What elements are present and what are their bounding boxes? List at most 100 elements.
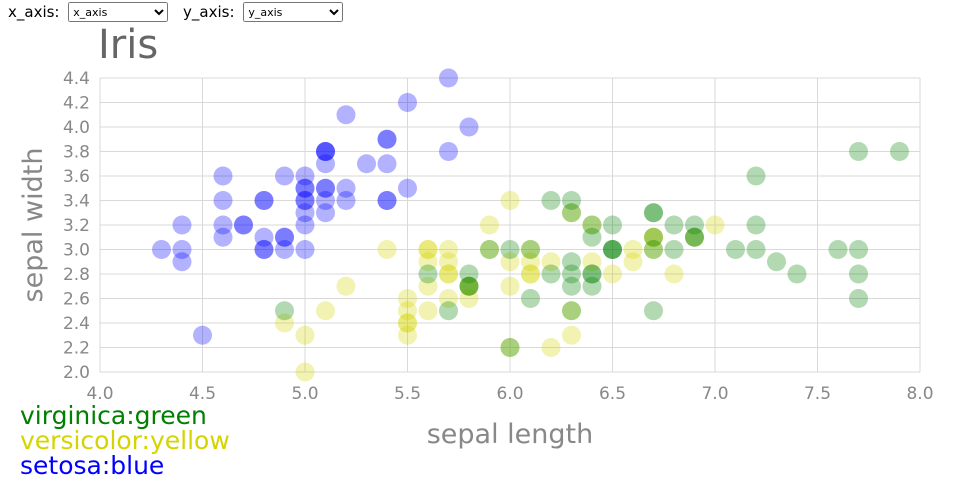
point-virginica xyxy=(603,240,622,259)
x-axis-label: x_axis: xyxy=(8,2,60,21)
point-virginica xyxy=(644,301,663,321)
point-setosa xyxy=(336,105,356,125)
x-axis-title: sepal length xyxy=(427,419,594,450)
x-axis-select[interactable]: x_axis xyxy=(68,2,169,22)
point-setosa xyxy=(213,191,233,210)
point-versicolor xyxy=(541,252,561,272)
point-versicolor xyxy=(521,264,540,284)
point-versicolor xyxy=(521,252,540,272)
y-tick-label: 3.4 xyxy=(63,192,90,212)
legend-item-versicolor: versicolor:yellow xyxy=(20,426,230,455)
point-setosa xyxy=(377,191,397,210)
point-versicolor xyxy=(295,362,315,382)
point-versicolor xyxy=(623,252,643,272)
x-tick-label: 4.0 xyxy=(86,384,113,404)
y-axis-select[interactable]: y_axis xyxy=(243,2,344,22)
point-versicolor xyxy=(398,325,417,345)
point-versicolor xyxy=(582,252,602,272)
point-virginica xyxy=(459,264,479,284)
point-virginica xyxy=(562,301,581,321)
point-versicolor xyxy=(398,313,417,333)
chart-title: Iris xyxy=(98,22,158,68)
point-virginica xyxy=(541,264,561,284)
grid-lines xyxy=(99,77,921,373)
point-virginica xyxy=(746,166,766,186)
point-virginica xyxy=(582,264,602,284)
point-virginica xyxy=(562,252,581,272)
point-versicolor xyxy=(664,264,684,284)
point-versicolor xyxy=(377,240,397,259)
point-virginica xyxy=(275,301,294,321)
x-tick-label: 5.5 xyxy=(394,384,421,404)
point-versicolor xyxy=(644,240,663,259)
point-virginica xyxy=(500,338,520,357)
point-virginica xyxy=(562,276,581,296)
y-tick-label: 2.2 xyxy=(63,339,90,359)
point-setosa xyxy=(377,129,397,149)
point-virginica xyxy=(562,264,581,284)
point-versicolor xyxy=(275,313,294,333)
point-setosa xyxy=(254,191,274,210)
point-virginica xyxy=(685,227,704,247)
point-versicolor xyxy=(418,301,438,321)
point-setosa xyxy=(316,178,335,198)
point-virginica xyxy=(603,215,622,235)
point-setosa xyxy=(377,191,397,210)
point-versicolor xyxy=(439,264,458,284)
point-versicolor xyxy=(562,325,581,345)
point-virginica xyxy=(521,240,540,259)
point-setosa xyxy=(377,154,397,174)
point-setosa xyxy=(172,215,192,235)
x-tick-label: 5.0 xyxy=(291,384,318,404)
point-setosa xyxy=(295,178,315,198)
point-virginica xyxy=(562,203,581,223)
y-tick-label: 2.0 xyxy=(63,363,90,383)
x-tick-label: 7.5 xyxy=(804,384,831,404)
y-tick-label: 4.2 xyxy=(63,94,90,114)
point-virginica xyxy=(603,240,622,259)
point-setosa xyxy=(172,252,192,272)
point-virginica xyxy=(849,240,868,259)
point-setosa xyxy=(295,191,315,210)
point-setosa xyxy=(295,166,315,186)
point-versicolor xyxy=(439,264,458,284)
x-tick-label: 4.5 xyxy=(189,384,216,404)
y-tick-label: 2.6 xyxy=(63,290,90,310)
point-setosa xyxy=(213,227,233,247)
point-virginica xyxy=(582,264,602,284)
point-virginica xyxy=(603,240,622,259)
point-virginica xyxy=(828,240,848,259)
point-virginica xyxy=(541,191,561,210)
point-versicolor xyxy=(316,301,335,321)
point-setosa xyxy=(295,191,315,210)
y-axis-title: sepal width xyxy=(18,148,49,303)
point-versicolor xyxy=(480,215,499,235)
point-setosa xyxy=(213,215,233,235)
point-versicolor xyxy=(644,227,663,247)
point-setosa xyxy=(254,240,274,259)
point-virginica xyxy=(746,215,766,235)
point-virginica xyxy=(521,289,540,308)
point-setosa xyxy=(254,191,274,210)
point-versicolor xyxy=(541,338,561,357)
point-versicolor xyxy=(418,252,438,272)
y-axis-ticks: 2.0 2.2 2.4 2.6 2.8 3.0 3.2 3.4 3.6 3.8 4.0 4.2 4.4 xyxy=(63,69,90,383)
point-versicolor xyxy=(459,276,479,296)
y-tick-label: 3.8 xyxy=(63,143,90,163)
point-versicolor xyxy=(562,203,581,223)
point-setosa xyxy=(275,166,294,186)
y-tick-label: 2.4 xyxy=(63,314,90,334)
point-setosa xyxy=(316,191,335,210)
point-virginica xyxy=(562,191,581,210)
point-versicolor xyxy=(418,240,438,259)
point-setosa xyxy=(275,227,294,247)
point-versicolor xyxy=(500,338,520,357)
point-versicolor xyxy=(439,289,458,308)
point-versicolor xyxy=(623,240,643,259)
point-setosa xyxy=(295,240,315,259)
point-virginica xyxy=(664,215,684,235)
point-virginica xyxy=(459,276,479,296)
point-setosa xyxy=(193,325,212,345)
x-tick-label: 7.0 xyxy=(701,384,728,404)
